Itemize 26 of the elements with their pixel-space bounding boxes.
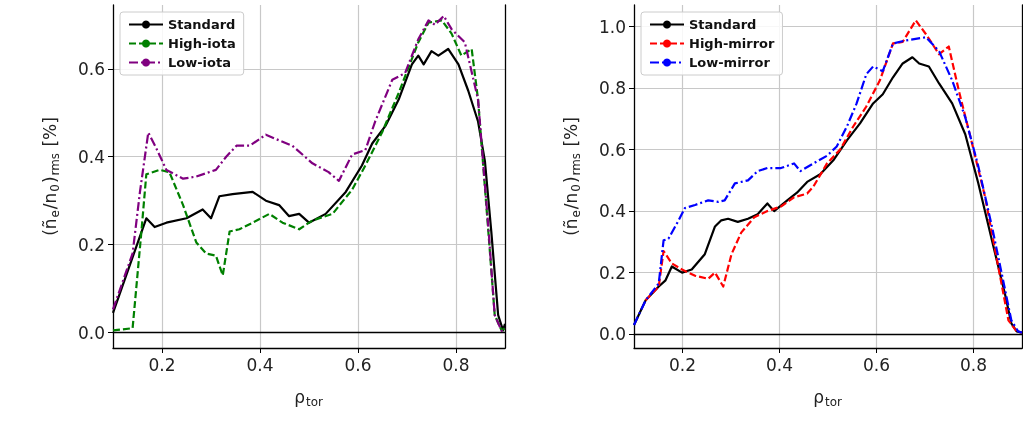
x-tick-label: 0.4 [765,354,794,375]
y-axis-title: (ñe/n0)rms [%] [560,117,583,236]
x-tick-label: 0.2 [668,354,697,375]
x-tick-label: 0.8 [442,354,470,375]
x-tick-label: 0.2 [148,354,176,375]
legend-label: Standard [689,17,757,32]
y-tick-label: 0.4 [598,201,626,222]
y-tick-label: 0.0 [598,324,626,345]
x-tick-label: 0.8 [959,354,988,375]
y-tick-label: 0.6 [77,58,105,79]
legend-label: Standard [168,17,236,32]
y-axis-title: (ñe/n0)rms [%] [39,117,62,236]
y-tick-label: 0.8 [598,78,626,99]
x-tick-label: 0.6 [862,354,891,375]
y-tick-label: 0.4 [77,146,105,167]
y-tick-label: 0.2 [77,234,105,255]
y-tick-label: 0.6 [598,139,626,160]
legend-label: Low-iota [168,55,231,70]
x-tick-label: 0.4 [246,354,274,375]
y-tick-label: 1.0 [598,16,626,37]
legend-label: High-mirror [689,36,776,51]
y-tick-label: 0.2 [598,262,626,283]
y-tick-label: 0.0 [77,322,105,343]
legend-label: Low-mirror [689,55,771,70]
x-tick-label: 0.6 [344,354,372,375]
legend-label: High-iota [168,36,236,51]
